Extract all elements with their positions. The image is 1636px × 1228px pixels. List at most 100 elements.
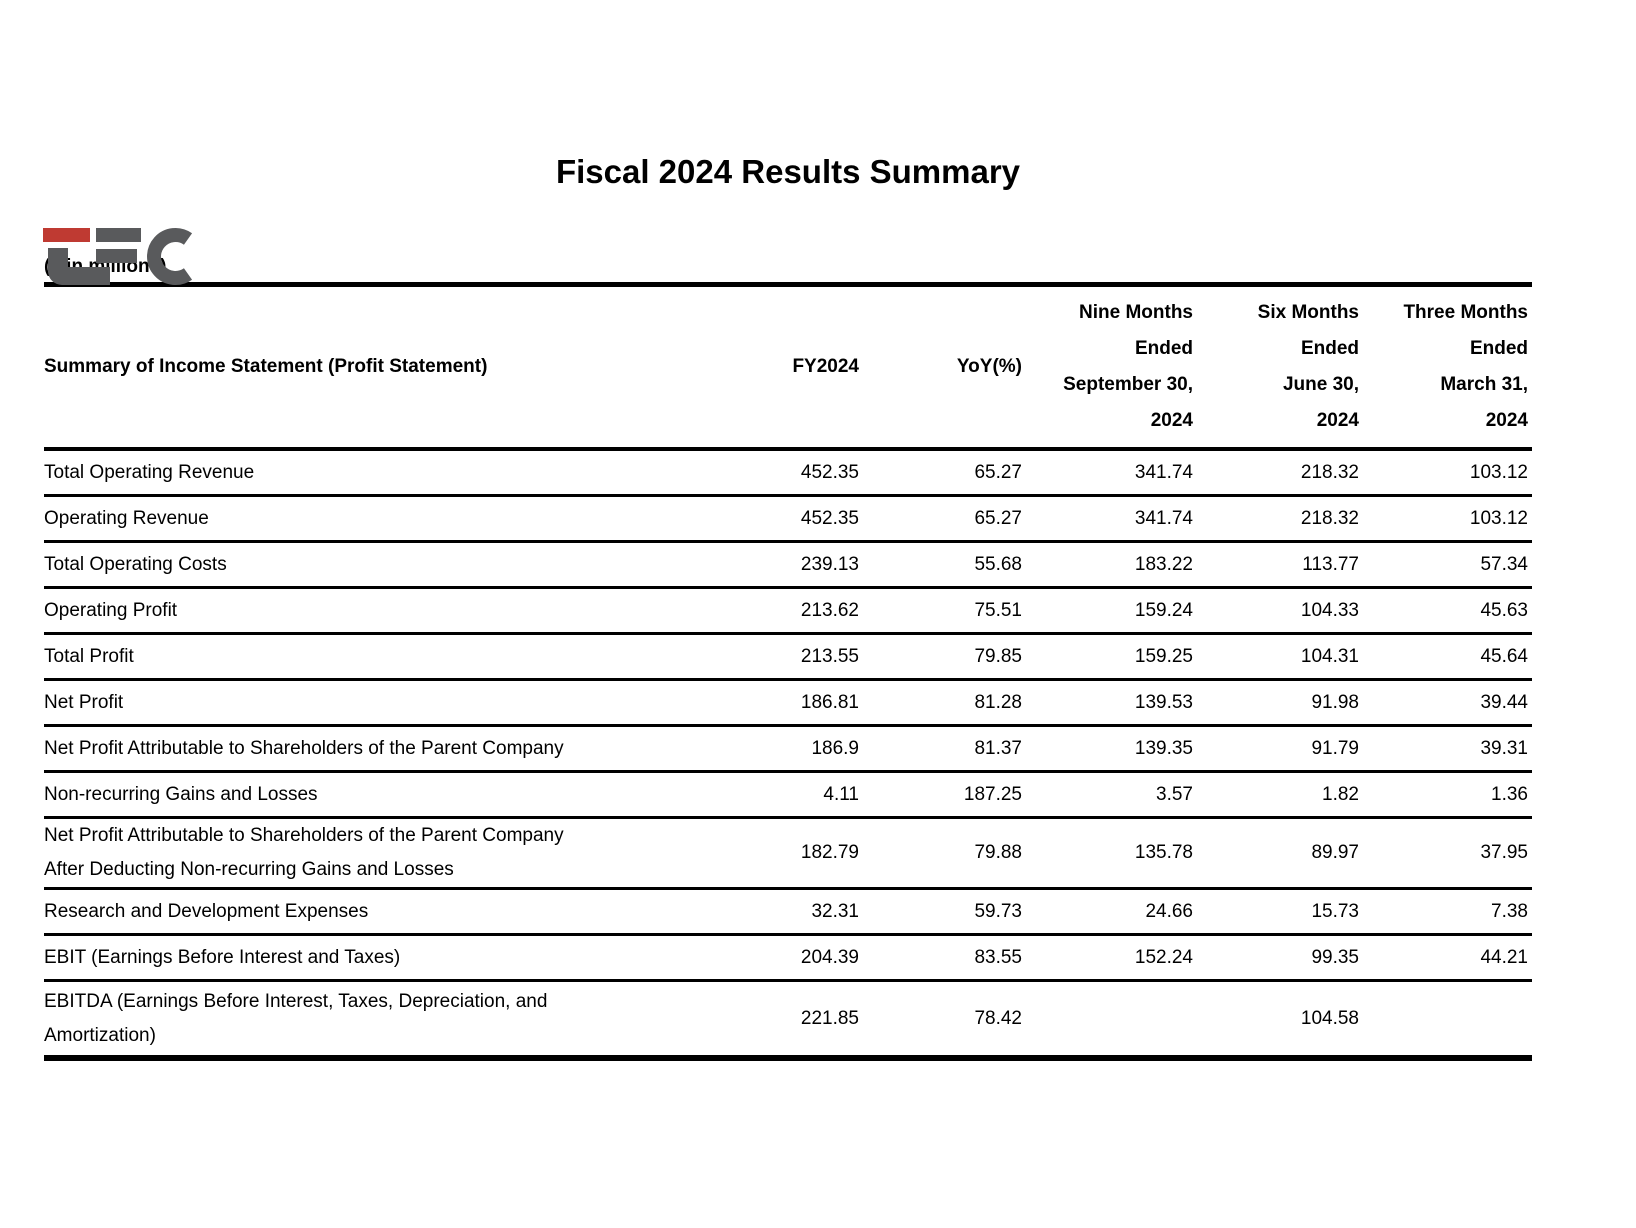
row-label: Operating Profit [44,587,684,635]
table-row: Operating Profit 213.62 75.51 159.24 104… [44,587,1532,635]
cell-three-months: 45.63 [1359,587,1532,635]
cell-six-months: 1.82 [1193,771,1359,819]
table-row: Net Profit Attributable to Shareholders … [44,817,1532,890]
cell-yoy: 78.42 [974,1007,1022,1029]
cell-fy2024: 452.35 [684,495,859,543]
cell-six-months: 91.79 [1193,725,1359,773]
cell-yoy: 65.27 [859,449,1022,497]
cell-six-months: 218.32 [1193,449,1359,497]
cell-fy2024: 186.9 [684,725,859,773]
cell-yoy: 81.28 [859,679,1022,727]
cell-fy2024: 221.85 [800,1007,859,1029]
column-header-yoy: YoY(%) [859,284,1022,451]
cell-fy2024: 182.79 [684,817,859,890]
cell-three-months: 39.31 [1359,725,1532,773]
cell-yoy: 75.51 [859,587,1022,635]
cell-three-months: 1.36 [1359,771,1532,819]
table-row: Operating Revenue 452.35 65.27 341.74 21… [44,495,1532,543]
cell-fy2024: 4.11 [684,771,859,819]
cell-fy2024: 213.55 [684,633,859,681]
cell-nine-months: 139.53 [1022,679,1193,727]
table-row: Non-recurring Gains and Losses 4.11 187.… [44,771,1532,819]
table-row: EBIT (Earnings Before Interest and Taxes… [44,934,1532,982]
cell-yoy: 65.27 [859,495,1022,543]
cell-yoy: 81.37 [859,725,1022,773]
cell-three-months: 57.34 [1359,541,1532,589]
cell-three-months: 7.38 [1359,888,1532,936]
column-header-three-months: Three Months Ended March 31, 2024 [1359,284,1532,451]
cell-nine-months: 152.24 [1022,934,1193,982]
table-row: Net Profit 186.81 81.28 139.53 91.98 39.… [44,679,1532,727]
lfc-logo [43,226,195,288]
cell-three-months: 39.44 [1359,679,1532,727]
results-table: Summary of Income Statement (Profit Stat… [44,282,1532,1061]
cell-nine-months: 3.57 [1022,771,1193,819]
cell-six-months: 99.35 [1193,934,1359,982]
column-header-summary: Summary of Income Statement (Profit Stat… [44,284,684,451]
cell-six-months: 104.58 [1300,1007,1359,1029]
cell-six-months: 91.98 [1193,679,1359,727]
cell-yoy: 55.68 [859,541,1022,589]
row-label: Total Operating Revenue [44,449,684,497]
cell-six-months: 15.73 [1193,888,1359,936]
header-row: Summary of Income Statement (Profit Stat… [44,284,1532,451]
cell-nine-months: 341.74 [1022,449,1193,497]
cell-six-months: 104.31 [1193,633,1359,681]
logo-c-shape [147,228,193,285]
row-label: Operating Revenue [44,495,684,543]
column-header-nine-months: Nine Months Ended September 30, 2024 [1022,284,1193,451]
cell-three-months: 37.95 [1359,817,1532,890]
cell-fy2024: 186.81 [684,679,859,727]
cell-three-months: 103.12 [1359,449,1532,497]
row-label: Research and Development Expenses [44,888,684,936]
cell-three-months: 103.12 [1359,495,1532,543]
table-row: EBITDA (Earnings Before Interest, Taxes,… [44,981,1532,1059]
cell-nine-months: 159.24 [1022,587,1193,635]
row-label: Total Operating Costs [44,541,684,589]
cell-six-months: 113.77 [1193,541,1359,589]
cell-fy2024: 204.39 [684,934,859,982]
row-label: Non-recurring Gains and Losses [44,771,684,819]
cell-yoy: 79.88 [859,817,1022,890]
cell-nine-months: 183.22 [1022,541,1193,589]
cell-fy2024: 213.62 [684,587,859,635]
lfc-logo-icon [43,228,193,285]
row-label: Net Profit Attributable to Shareholders … [44,817,684,890]
cell-three-months: 44.21 [1359,934,1532,982]
table-row: Research and Development Expenses 32.31 … [44,888,1532,936]
cell-yoy: 83.55 [859,934,1022,982]
cell-six-months: 218.32 [1193,495,1359,543]
logo-f-top-bar [96,228,141,242]
cell-yoy: 59.73 [859,888,1022,936]
column-header-six-months: Six Months Ended June 30, 2024 [1193,284,1359,451]
cell-nine-months: 135.78 [1022,817,1193,890]
cell-nine-months [1022,981,1193,1059]
row-label: Net Profit [44,679,684,727]
cell-six-months: 104.33 [1193,587,1359,635]
logo-l-shape [48,248,110,285]
cell-yoy: 79.85 [859,633,1022,681]
table-row: Total Operating Costs 239.13 55.68 183.2… [44,541,1532,589]
row-label: Total Profit [44,633,684,681]
logo-f-mid-bar [96,249,137,263]
row-label: EBITDA (Earnings Before Interest, Taxes,… [44,990,548,1046]
row-label: Net Profit Attributable to Shareholders … [44,725,684,773]
cell-three-months [1359,981,1532,1059]
logo-red-bar [43,228,90,242]
column-header-fy2024: FY2024 [684,284,859,451]
table-row: Total Operating Revenue 452.35 65.27 341… [44,449,1532,497]
page-title: Fiscal 2024 Results Summary [555,153,1021,190]
row-label: EBIT (Earnings Before Interest and Taxes… [44,934,684,982]
cell-six-months: 89.97 [1193,817,1359,890]
cell-fy2024: 32.31 [684,888,859,936]
table-row: Total Profit 213.55 79.85 159.25 104.31 … [44,633,1532,681]
cell-fy2024: 239.13 [684,541,859,589]
cell-three-months: 45.64 [1359,633,1532,681]
cell-nine-months: 139.35 [1022,725,1193,773]
cell-nine-months: 159.25 [1022,633,1193,681]
cell-yoy: 187.25 [859,771,1022,819]
table-row: Net Profit Attributable to Shareholders … [44,725,1532,773]
cell-nine-months: 341.74 [1022,495,1193,543]
cell-fy2024: 452.35 [684,449,859,497]
units-label: ($ in millions) [44,256,167,277]
